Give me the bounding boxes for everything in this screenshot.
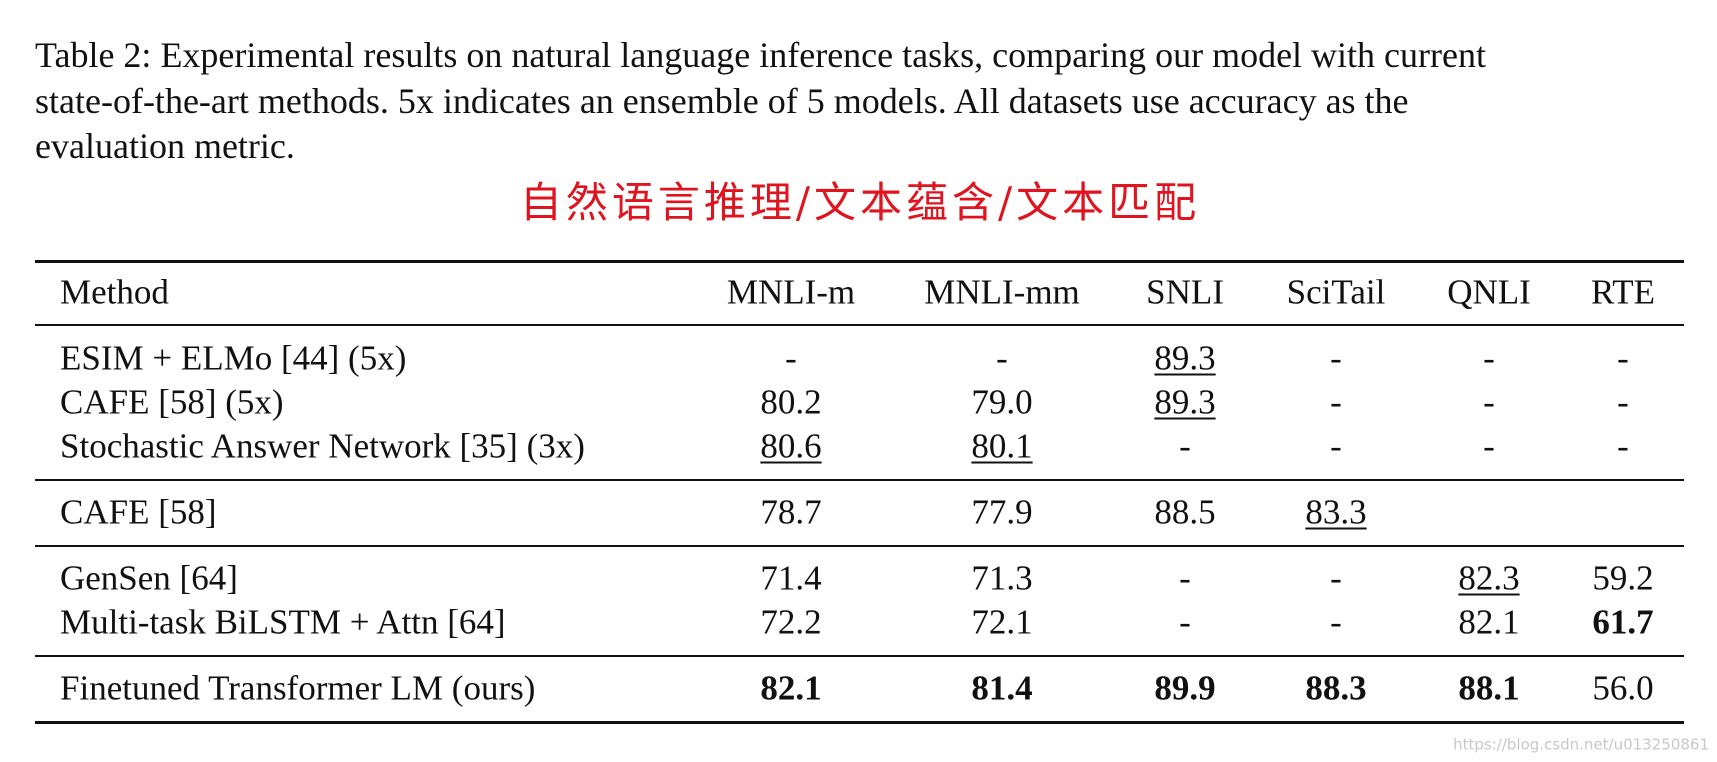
result-cell: - [1179,602,1191,642]
table-rule [35,720,1684,724]
result-cell: - [1179,558,1191,598]
column-header: SNLI [1146,272,1224,312]
result-cell: 80.1 [971,426,1033,466]
caption-line: Table 2: Experimental results on natural… [35,35,1486,75]
result-cell: - [1483,426,1495,466]
table-rule [35,479,1684,481]
method-name: Stochastic Answer Network [35] (3x) [60,426,585,466]
result-cell: 89.3 [1154,382,1216,422]
result-cell: 82.3 [1458,558,1520,598]
result-cell: 78.7 [760,492,822,532]
table-rule [35,655,1684,657]
caption-line: evaluation metric. [35,126,295,166]
column-header: MNLI-mm [924,272,1080,312]
caption-line: state-of-the-art methods. 5x indicates a… [35,81,1409,121]
result-cell: 82.1 [1458,602,1520,642]
table-rule [35,545,1684,547]
result-cell: 56.0 [1592,668,1654,708]
table-rule [35,259,1684,263]
result-cell: - [1617,426,1629,466]
method-name: Multi-task BiLSTM + Attn [64] [60,602,506,642]
method-name: CAFE [58] (5x) [60,382,284,422]
result-cell: 77.9 [971,492,1033,532]
result-cell: - [1330,338,1342,378]
column-header: QNLI [1447,272,1531,312]
result-cell: 89.3 [1154,338,1216,378]
result-cell: 79.0 [971,382,1033,422]
result-cell: - [1330,426,1342,466]
method-name: GenSen [64] [60,558,238,598]
result-cell: - [1330,602,1342,642]
result-cell: 88.1 [1458,668,1520,708]
annotation: 自然语言推理/文本蕴含/文本匹配 [519,178,1201,227]
result-cell: - [785,338,797,378]
result-cell: 88.3 [1305,668,1367,708]
result-cell: 71.3 [971,558,1033,598]
result-cell: 72.2 [760,602,822,642]
method-name: ESIM + ELMo [44] (5x) [60,338,407,378]
result-cell: - [1330,382,1342,422]
result-cell: - [1617,338,1629,378]
result-cell: 80.2 [760,382,822,422]
result-cell: - [1179,426,1191,466]
column-header: SciTail [1286,272,1386,312]
result-cell: 83.3 [1305,492,1367,532]
method-name: Finetuned Transformer LM (ours) [60,668,536,708]
result-cell: 89.9 [1154,668,1216,708]
result-cell: 88.5 [1154,492,1216,532]
result-cell: - [996,338,1008,378]
column-header: Method [60,272,169,312]
result-cell: 59.2 [1592,558,1654,598]
column-header: RTE [1590,272,1656,312]
result-cell: 80.6 [760,426,822,466]
result-cell: - [1617,382,1629,422]
result-cell: - [1483,338,1495,378]
result-cell: 61.7 [1592,602,1654,642]
result-cell: 82.1 [760,668,822,708]
result-cell: - [1330,558,1342,598]
result-cell: 72.1 [971,602,1033,642]
result-cell: 81.4 [971,668,1033,708]
table-rule [35,324,1684,326]
result-cell: 71.4 [760,558,822,598]
method-name: CAFE [58] [60,492,217,532]
column-header: MNLI-m [726,272,856,312]
result-cell: - [1483,382,1495,422]
watermark: https://blog.csdn.net/u013250861 [1453,735,1709,754]
